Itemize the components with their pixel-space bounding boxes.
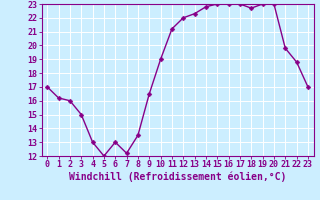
X-axis label: Windchill (Refroidissement éolien,°C): Windchill (Refroidissement éolien,°C) xyxy=(69,172,286,182)
